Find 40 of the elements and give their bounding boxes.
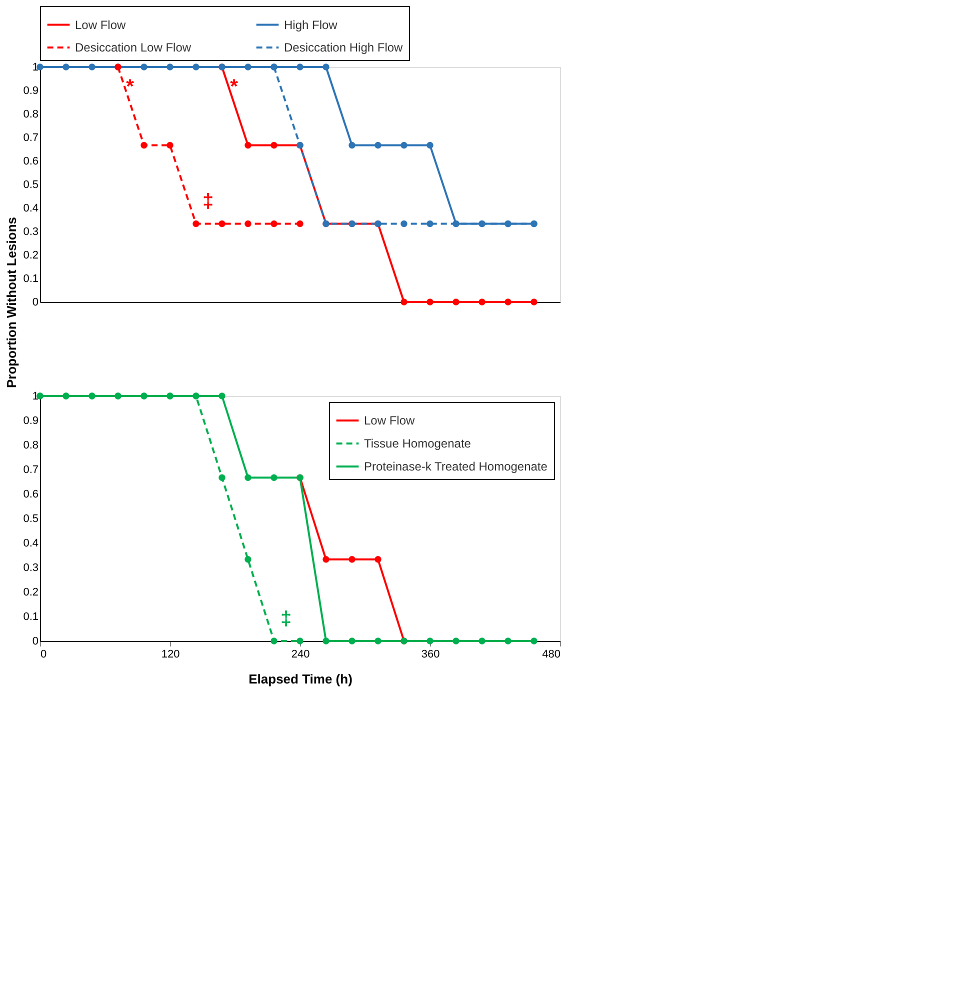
y-tick-label: 0.1 <box>23 273 38 285</box>
legend-label: Tissue Homogenate <box>364 436 472 450</box>
y-tick-label: 0.4 <box>23 202 38 214</box>
y-tick-label: 0.7 <box>23 464 38 476</box>
annotation: ‡ <box>280 608 292 630</box>
y-tick-label: 0.3 <box>23 562 38 574</box>
y-tick-label: 0.8 <box>23 108 38 120</box>
y-tick-label: 0.1 <box>23 611 38 623</box>
y-tick-label: 0.4 <box>23 538 38 550</box>
y-tick-label: 0.7 <box>23 132 38 144</box>
y-tick-label: 0.9 <box>23 85 38 97</box>
legend-label: Desiccation High Flow <box>284 40 404 54</box>
annotation: * <box>126 76 134 98</box>
y-tick-label: 0 <box>32 296 38 308</box>
y-tick-label: 0.3 <box>23 226 38 238</box>
x-tick-label: 240 <box>291 648 310 660</box>
x-tick-label: 360 <box>421 648 440 660</box>
y-tick-label: 1 <box>32 62 38 74</box>
legend-label: Proteinase-k Treated Homogenate <box>364 460 548 474</box>
y-tick-label: 0.8 <box>23 440 38 452</box>
y-axis-title: Proportion Without Lesions <box>4 216 20 388</box>
x-tick-label: 0 <box>40 648 47 660</box>
annotation: * <box>230 76 238 98</box>
y-tick-label: 0.5 <box>23 513 38 525</box>
legend-label: Low Flow <box>364 414 416 428</box>
y-tick-label: 0 <box>32 636 38 648</box>
legend-label: Low Flow <box>75 18 126 32</box>
annotation: ‡ <box>202 190 214 213</box>
legend-label: Desiccation Low Flow <box>75 40 192 54</box>
x-tick-label: 120 <box>161 648 180 660</box>
y-tick-label: 0.2 <box>23 586 38 598</box>
x-axis-title: Elapsed Time (h) <box>248 672 352 686</box>
legend-label: High Flow <box>284 18 338 32</box>
x-tick-label: 480 <box>542 648 560 660</box>
y-tick-label: 0.5 <box>23 179 38 191</box>
y-tick-label: 0.6 <box>23 488 38 500</box>
y-tick-label: 0.2 <box>23 250 38 262</box>
y-tick-label: 0.9 <box>23 415 38 427</box>
y-tick-label: 1 <box>32 390 38 402</box>
y-tick-label: 0.6 <box>23 156 38 168</box>
